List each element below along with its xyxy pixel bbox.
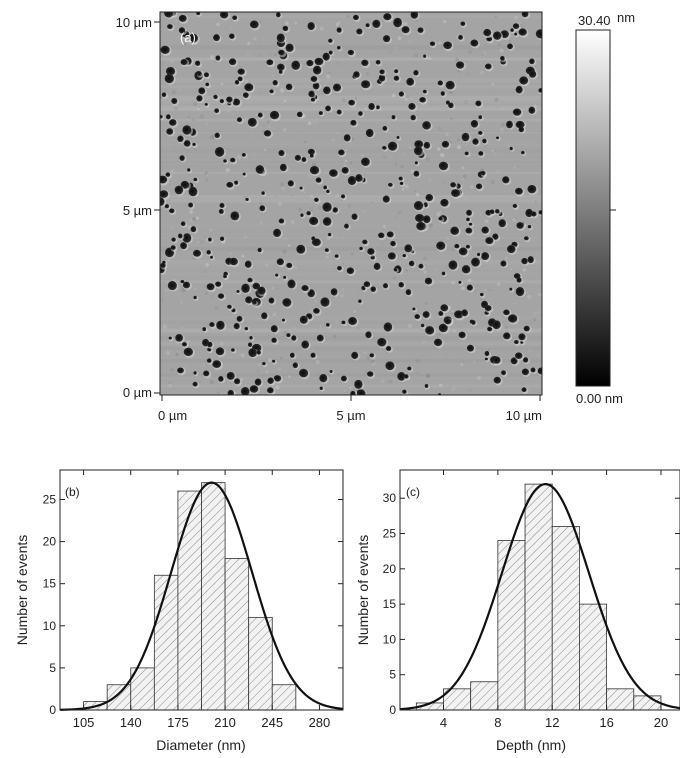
colorbar-max-unit: nm [617, 10, 635, 25]
gaussian-fit-line-b [59, 481, 344, 711]
histogram-bar [106, 684, 132, 711]
afm-pits [160, 12, 542, 395]
gaussian-fit-line-c [399, 483, 680, 711]
x-tick-label: 280 [309, 715, 331, 730]
y-tick-label: 25 [383, 527, 397, 541]
y-tick-label: 15 [383, 597, 397, 611]
afm-x-tick-5: 5 µm [336, 408, 365, 423]
x-tick-label: 140 [120, 715, 142, 730]
histogram-bar [153, 574, 179, 711]
histogram-bar [177, 490, 202, 711]
x-tick-label: 16 [599, 715, 613, 730]
y-tick-label: 0 [389, 703, 396, 717]
plot-frame-b [59, 469, 344, 711]
x-tick-label: 210 [214, 715, 236, 730]
afm-panel: (a) 10 µm 5 µm 0 µm 0 µm 5 µm 10 µm 30.4… [116, 10, 635, 423]
afm-y-tick-0: 0 µm [123, 385, 152, 400]
afm-panel-label: (a) [180, 30, 196, 45]
x-tick-label: 8 [494, 715, 501, 730]
colorbar: 30.40 nm 0.00 nm [575, 10, 635, 406]
plot-frame-c [399, 469, 680, 711]
y-tick-label: 20 [383, 562, 397, 576]
afm-x-tick-0: 0 µm [158, 408, 187, 423]
x-tick-label: 105 [73, 715, 95, 730]
x-tick-label: 175 [167, 715, 189, 730]
histogram-bar [633, 695, 662, 711]
x-tick-label: 20 [654, 715, 668, 730]
afm-x-tick-10: 10 µm [506, 408, 542, 423]
x-tick-label: 4 [440, 715, 447, 730]
histogram-bar [201, 482, 226, 711]
histogram-bar [271, 684, 297, 711]
colorbar-max-value: 30.40 [578, 13, 611, 28]
x-tick-label: 245 [261, 715, 283, 730]
afm-y-tick-10: 10 µm [116, 15, 152, 30]
histogram-bar [470, 681, 499, 711]
x-axis-label-c: Depth (nm) [496, 737, 566, 753]
y-tick-label: 10 [43, 619, 57, 633]
y-tick-label: 5 [49, 661, 56, 675]
histogram-bar [224, 558, 250, 711]
y-tick-label: 30 [383, 491, 397, 505]
histogram-bar [497, 540, 526, 711]
y-tick-label: 20 [43, 535, 57, 549]
y-tick-label: 10 [383, 632, 397, 646]
histogram-bar [248, 616, 273, 711]
y-axis-label-c: Number of events [355, 535, 371, 646]
histogram-bar [551, 526, 580, 711]
x-axis-label-b: Diameter (nm) [156, 737, 245, 753]
colorbar-gradient [575, 29, 611, 387]
y-tick-label: 15 [43, 577, 57, 591]
y-tick-label: 5 [389, 668, 396, 682]
y-axis-label-b: Number of events [14, 535, 30, 646]
histogram-diameter: 105 140 175 210 245 280 0 5 10 15 20 25 (b) Diamete… [14, 469, 344, 753]
afm-y-tick-5: 5 µm [123, 203, 152, 218]
panel-label-b: (b) [65, 485, 80, 499]
histogram-bar [524, 483, 553, 711]
histogram-depth: 4 8 12 16 20 0 5 10 15 20 25 30 (c) Depth (nm) Numb… [355, 469, 680, 753]
histogram-bar [606, 688, 635, 711]
x-tick-label: 12 [545, 715, 559, 730]
panel-label-c: (c) [406, 485, 420, 499]
colorbar-min-label: 0.00 nm [576, 391, 623, 406]
y-tick-label: 25 [43, 492, 57, 506]
y-tick-label: 0 [49, 703, 56, 717]
histogram-bar [579, 603, 608, 711]
